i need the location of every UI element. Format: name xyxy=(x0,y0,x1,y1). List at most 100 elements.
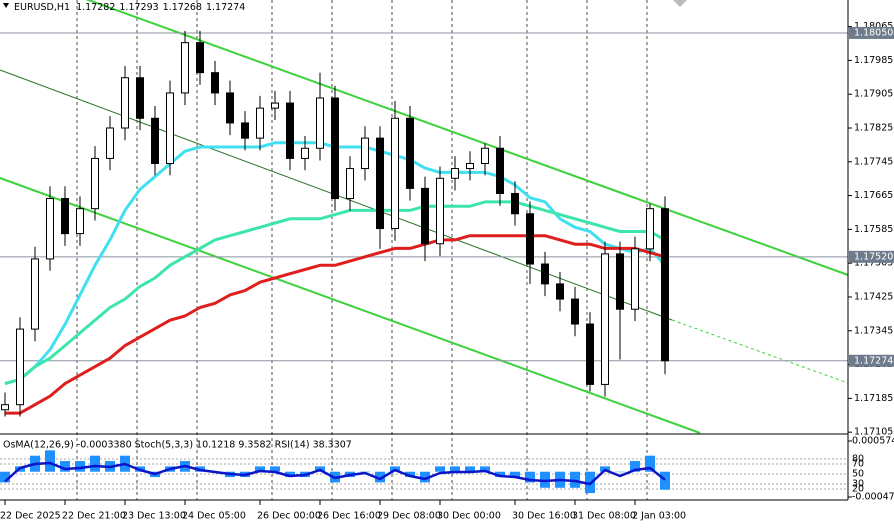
header-low: 1.17268 xyxy=(163,2,202,13)
osma-bar xyxy=(285,471,295,478)
candle-body xyxy=(466,162,474,170)
candle-body xyxy=(166,92,174,164)
candle-body xyxy=(571,298,579,325)
shift-marker xyxy=(673,0,687,7)
osma-bar xyxy=(255,466,265,472)
candle-body xyxy=(76,208,84,235)
channel-lower xyxy=(0,177,701,434)
x-tick-label: 30 Dec 16:00 xyxy=(512,511,576,522)
candle-body xyxy=(376,137,384,230)
osma-bar xyxy=(465,466,475,472)
osma-bar xyxy=(405,471,415,478)
y-tick-label: 1.17505 xyxy=(854,258,893,269)
osma-bar xyxy=(645,455,655,472)
y-tick-label: 1.17585 xyxy=(854,224,893,235)
candle-body xyxy=(406,117,414,189)
candle-body xyxy=(196,42,204,74)
channel-middle-extension xyxy=(671,319,849,384)
osma-bar xyxy=(450,466,460,472)
x-tick-label: 26 Dec 16:00 xyxy=(317,511,381,522)
x-tick-label: 29 Dec 08:00 xyxy=(377,511,441,522)
osma-bar xyxy=(90,455,100,472)
osma-bar xyxy=(540,471,550,488)
oscillator-tick-label: 80 xyxy=(852,454,864,465)
price-level-box xyxy=(849,354,894,367)
candle-body xyxy=(631,248,639,310)
y-tick-label: 1.17665 xyxy=(854,190,893,201)
candle-body xyxy=(421,187,429,245)
grid xyxy=(76,0,648,500)
moving-average-line xyxy=(4,200,666,386)
candle-body xyxy=(286,102,294,159)
candle-body xyxy=(541,263,549,285)
candle-body xyxy=(481,147,489,164)
oscillator-tick-label: 50 xyxy=(852,469,864,480)
candle-body xyxy=(271,102,279,109)
oscillator-tick-label: 0.0005749 xyxy=(852,436,894,447)
price-level-label: 1.17274 xyxy=(854,355,893,366)
osma-bar xyxy=(435,466,445,472)
plot-area xyxy=(0,30,848,417)
candle-body xyxy=(556,283,564,300)
candle-body xyxy=(436,177,444,245)
candle-body xyxy=(646,208,654,250)
osma-bar xyxy=(495,471,505,478)
osma-bar xyxy=(510,471,520,478)
price-level-label: 1.17520 xyxy=(854,251,893,262)
osma-bar xyxy=(660,471,670,490)
header-close: 1.17274 xyxy=(206,2,245,13)
x-tick-label: 26 Dec 00:00 xyxy=(257,511,321,522)
x-tick-label: 2 Jan 03:00 xyxy=(632,511,686,522)
candle-body xyxy=(616,253,624,310)
x-tick-label: 23 Dec 13:00 xyxy=(122,511,186,522)
chart-header: EURUSD,H1 1.17282 1.17293 1.17268 1.17274 xyxy=(14,2,245,13)
channel-upper xyxy=(85,0,849,276)
y-tick-label: 1.18065 xyxy=(854,21,893,32)
y-tick-label: 1.17105 xyxy=(854,427,893,438)
osma-bar xyxy=(615,471,625,473)
candle-body xyxy=(1,404,9,411)
symbol: EURUSD,H1 xyxy=(14,2,70,13)
price-level-box xyxy=(849,250,894,263)
x-tick-label: 30 Dec 00:00 xyxy=(437,511,501,522)
osma-bar xyxy=(60,461,70,472)
candle-body xyxy=(106,127,114,159)
osma-bar xyxy=(630,461,640,472)
candle-body xyxy=(301,147,309,159)
y-tick-label: 1.17185 xyxy=(854,393,893,404)
x-tick-label: 22 Dec 2025 xyxy=(0,511,61,522)
candle-body xyxy=(346,168,354,200)
candle-body xyxy=(16,328,24,406)
candle-body xyxy=(181,42,189,94)
candle-body xyxy=(451,168,459,179)
osma-bar xyxy=(375,471,385,483)
candle-body xyxy=(526,213,534,265)
header-open: 1.17282 xyxy=(76,2,115,13)
price-level-box xyxy=(849,26,894,39)
osma-bar xyxy=(0,471,10,483)
candle-body xyxy=(361,137,369,170)
rsi-line xyxy=(4,461,666,486)
price-level-label: 1.18050 xyxy=(854,27,893,38)
candle-body xyxy=(121,77,129,129)
candle-body xyxy=(511,192,519,215)
osma-bar xyxy=(570,471,580,488)
y-tick-label: 1.17825 xyxy=(854,122,893,133)
candle-body xyxy=(61,198,69,235)
candle-body xyxy=(226,92,234,124)
candle-body xyxy=(151,117,159,164)
oscillator-tick-label: -0.000473 xyxy=(852,492,894,503)
oscillator-tick-label: 20 xyxy=(852,484,864,495)
oscillator-tick-label: 70 xyxy=(852,459,864,470)
y-tick-label: 1.17745 xyxy=(854,156,893,167)
candle-body xyxy=(91,157,99,210)
candle-body xyxy=(256,107,264,139)
header-icon xyxy=(3,3,9,8)
candle-body xyxy=(136,77,144,119)
candle-body xyxy=(241,122,249,139)
osma-bar xyxy=(480,466,490,472)
candle-body xyxy=(601,253,609,385)
